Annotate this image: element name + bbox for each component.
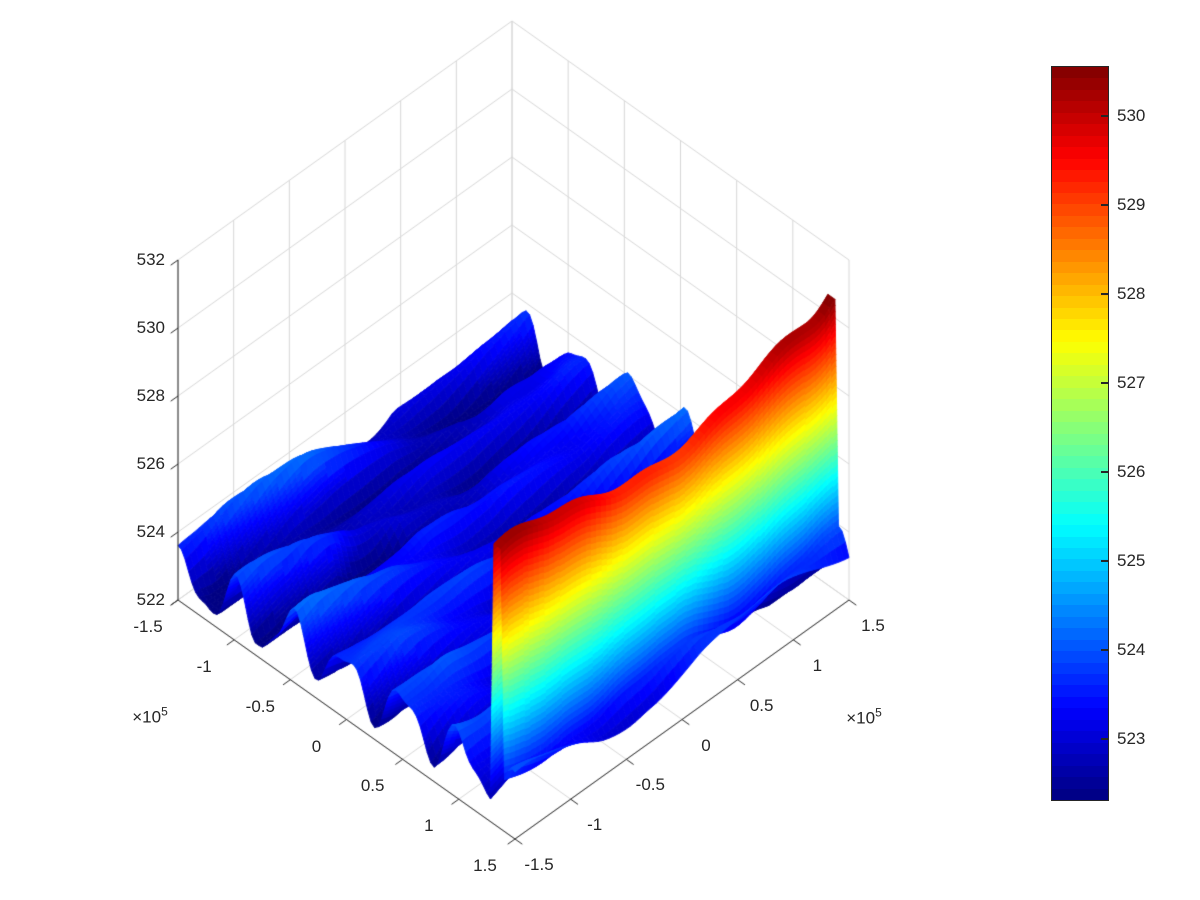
colorbar-color-segment xyxy=(1052,788,1108,800)
colorbar-color-segment xyxy=(1052,651,1108,664)
colorbar-color-segment xyxy=(1052,192,1108,206)
colorbar-color-segment xyxy=(1052,570,1108,584)
colorbar-color-segment xyxy=(1052,490,1108,504)
colorbar-color-segment xyxy=(1052,548,1108,561)
colorbar-color-segment xyxy=(1052,215,1108,229)
colorbar-color-segment xyxy=(1052,135,1108,149)
colorbar-color-segment xyxy=(1052,674,1108,687)
colorbar-color-segment xyxy=(1052,261,1108,275)
colorbar-color-segment xyxy=(1052,628,1108,641)
colorbar-color-segment xyxy=(1052,387,1108,401)
colorbar-color-segment xyxy=(1052,376,1108,389)
colorbar-color-segment xyxy=(1052,742,1108,756)
colorbar-color-segment xyxy=(1052,181,1108,194)
colorbar-color-segment xyxy=(1052,318,1108,332)
colorbar-color-segment xyxy=(1052,605,1108,618)
colorbar-color-segment xyxy=(1052,112,1108,126)
colorbar-color-segment xyxy=(1052,765,1108,779)
colorbar-color-segment xyxy=(1052,273,1108,286)
colorbar-color-segment xyxy=(1052,593,1108,607)
colorbar-tick xyxy=(1101,114,1108,117)
colorbar-color-segment xyxy=(1052,696,1108,710)
colorbar-color-segment xyxy=(1052,101,1108,114)
colorbar-color-segment xyxy=(1052,399,1108,412)
colorbar-color-segment xyxy=(1052,444,1108,458)
colorbar-color-segment xyxy=(1052,364,1108,378)
colorbar-gradient xyxy=(1052,67,1108,800)
colorbar-color-segment xyxy=(1052,284,1108,298)
colorbar-tick xyxy=(1101,204,1108,207)
colorbar-color-segment xyxy=(1052,410,1108,424)
colorbar-color-segment xyxy=(1052,89,1108,103)
colorbar-color-segment xyxy=(1052,307,1108,320)
colorbar-color-segment xyxy=(1052,719,1108,733)
colorbar-color-segment xyxy=(1052,238,1108,252)
colorbar-color-segment xyxy=(1052,433,1108,446)
colorbar-color-segment xyxy=(1052,147,1108,160)
colorbar-color-segment xyxy=(1052,296,1108,309)
colorbar-color-segment xyxy=(1052,330,1108,343)
colorbar-tick xyxy=(1101,560,1108,563)
colorbar xyxy=(1051,66,1109,801)
colorbar-color-segment xyxy=(1052,67,1108,80)
colorbar-color-segment xyxy=(1052,616,1108,630)
colorbar-color-segment xyxy=(1052,78,1108,91)
colorbar-color-segment xyxy=(1052,559,1108,572)
colorbar-color-segment xyxy=(1052,754,1108,767)
colorbar-color-segment xyxy=(1052,513,1108,527)
colorbar-tick xyxy=(1101,471,1108,474)
colorbar-color-segment xyxy=(1052,731,1108,744)
colorbar-color-segment xyxy=(1052,227,1108,240)
colorbar-color-segment xyxy=(1052,479,1108,492)
colorbar-color-segment xyxy=(1052,777,1108,790)
colorbar-color-segment xyxy=(1052,685,1108,698)
colorbar-color-segment xyxy=(1052,456,1108,469)
colorbar-color-segment xyxy=(1052,422,1108,435)
x-axis-exponent-label: ×105 xyxy=(132,704,168,727)
colorbar-color-segment xyxy=(1052,502,1108,515)
colorbar-tick xyxy=(1101,382,1108,385)
colorbar-color-segment xyxy=(1052,341,1108,355)
colorbar-color-segment xyxy=(1052,204,1108,217)
colorbar-color-segment xyxy=(1052,662,1108,676)
colorbar-tick xyxy=(1101,293,1108,296)
colorbar-color-segment xyxy=(1052,158,1108,172)
colorbar-color-segment xyxy=(1052,708,1108,721)
colorbar-color-segment xyxy=(1052,582,1108,595)
colorbar-color-segment xyxy=(1052,124,1108,137)
colorbar-tick xyxy=(1101,738,1108,741)
y-axis-exponent-label: ×105 xyxy=(846,705,882,728)
colorbar-color-segment xyxy=(1052,525,1108,538)
colorbar-color-segment xyxy=(1052,170,1108,183)
colorbar-color-segment xyxy=(1052,250,1108,263)
colorbar-color-segment xyxy=(1052,353,1108,366)
colorbar-tick xyxy=(1101,649,1108,652)
colorbar-color-segment xyxy=(1052,536,1108,550)
colorbar-color-segment xyxy=(1052,639,1108,653)
colorbar-color-segment xyxy=(1052,467,1108,481)
